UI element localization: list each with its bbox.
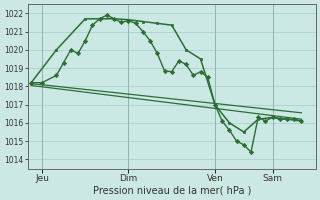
X-axis label: Pression niveau de la mer( hPa ): Pression niveau de la mer( hPa ) [92, 186, 251, 196]
